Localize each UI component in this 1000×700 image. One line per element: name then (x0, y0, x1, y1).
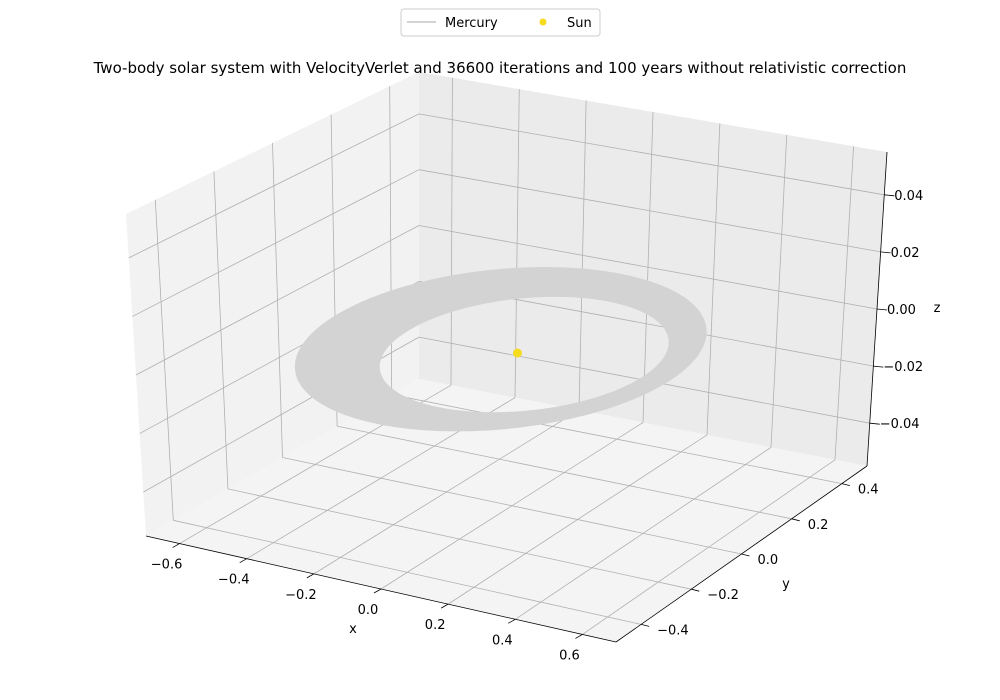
sun-marker (513, 348, 522, 358)
gridline (128, 113, 420, 259)
y-tick-label: −0.2 (707, 588, 739, 603)
x-tick-label: 0.4 (492, 633, 513, 648)
gridline (418, 169, 881, 253)
z-tick-mark (869, 422, 880, 425)
y-tick-label: 0.4 (858, 483, 879, 498)
legend: Mercury Sun (400, 8, 601, 37)
x-tick-label: 0.2 (425, 618, 446, 633)
gridline (418, 113, 885, 196)
x-tick-mark (575, 634, 583, 639)
y-tick-mark (791, 518, 800, 522)
gridline (337, 425, 792, 520)
y-tick-label: 0.2 (808, 518, 829, 533)
z-axis-label: z (934, 301, 941, 316)
y-tick-mark (641, 624, 650, 627)
y-axis-label: y (782, 577, 790, 592)
x-tick-label: −0.2 (285, 588, 317, 603)
legend-sun-swatch (539, 18, 547, 26)
x-tick-mark (440, 603, 449, 609)
x-tick-mark (239, 558, 247, 564)
z-tick-label: −0.02 (883, 360, 923, 375)
y-axis-ticks: −0.4 −0.2 0.0 0.2 0.4 (641, 483, 879, 638)
z-tick-mark (873, 365, 884, 368)
legend-mercury-label: Mercury (445, 16, 498, 31)
gridline (135, 225, 420, 376)
gridline (391, 394, 842, 484)
y-tick-label: −0.4 (657, 623, 689, 638)
z-axis-ticks: −0.04 −0.02 0.00 0.02 0.04 (869, 189, 923, 432)
y-tick-label: 0.0 (758, 553, 779, 568)
y-tick-mark (741, 553, 750, 557)
gridline (227, 488, 692, 590)
x-axis-label: x (349, 622, 357, 637)
z-tick-mark (884, 194, 895, 197)
gridline (282, 457, 742, 555)
x-tick-label: −0.4 (218, 573, 250, 588)
z-tick-label: 0.04 (894, 189, 923, 204)
y-tick-mark (691, 588, 700, 592)
z-tick-label: 0.02 (891, 246, 920, 261)
z-tick-label: 0.00 (887, 303, 916, 318)
x-tick-label: 0.6 (559, 648, 580, 663)
back-left-pane (126, 72, 419, 536)
x-tick-label: −0.6 (151, 558, 183, 573)
x-tick-mark (373, 588, 382, 594)
gridlines (128, 77, 885, 635)
mercury-orbit-band (294, 267, 707, 432)
chart-title: Two-body solar system with VelocityVerle… (93, 59, 907, 77)
x-tick-mark (508, 618, 516, 624)
back-right-pane (419, 72, 887, 466)
z-tick-mark (876, 308, 888, 311)
x-tick-label: 0.0 (358, 603, 379, 618)
gridline (173, 519, 642, 625)
x-tick-mark (172, 543, 180, 548)
z-tick-mark (880, 251, 891, 254)
x-axis-ticks: −0.6 −0.4 −0.2 0.0 0.2 0.4 0.6 (151, 543, 583, 663)
y-tick-mark (841, 483, 850, 486)
legend-sun-label: Sun (567, 16, 592, 31)
legend-frame (400, 8, 601, 37)
gridline (418, 225, 878, 310)
gridline (132, 169, 420, 317)
x-tick-mark (306, 573, 315, 579)
z-tick-label: −0.04 (880, 417, 920, 432)
